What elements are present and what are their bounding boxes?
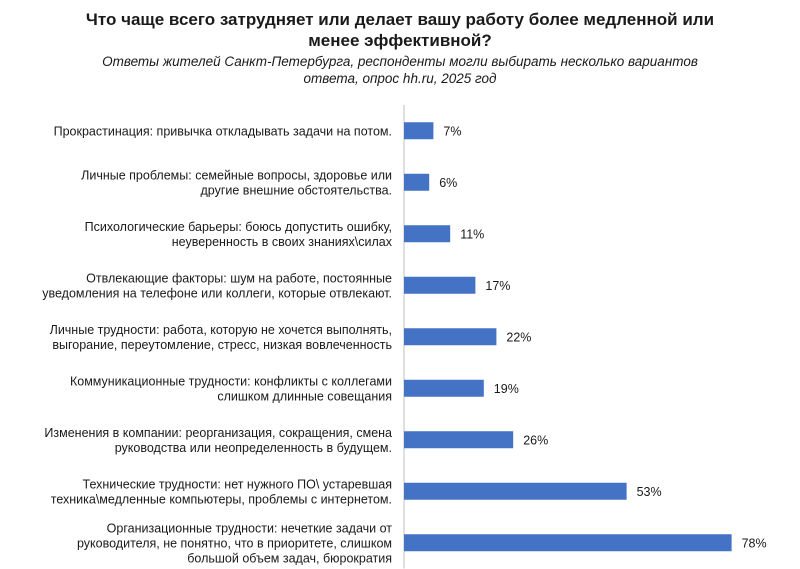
- chart-title-line-2: менее эффективной?: [308, 31, 492, 50]
- category-label-4-line-2: уведомления на телефоне или коллеги, кот…: [42, 286, 392, 300]
- data-label-6: 19%: [494, 382, 519, 396]
- category-label-5-line-1: Личные трудности: работа, которую не хоч…: [50, 323, 392, 337]
- bar-3: [404, 225, 451, 243]
- category-label-4-line-1: Отвлекающие факторы: шум на работе, пост…: [86, 271, 392, 285]
- chart-subtitle-line-2: ответа, опрос hh.ru, 2025 год: [303, 71, 497, 86]
- category-label-9-line-2: руководителя, не понятно, что в приорите…: [77, 536, 392, 550]
- category-label-6-line-1: Коммуникационные трудности: конфликты с …: [70, 374, 392, 388]
- data-label-9: 78%: [742, 536, 767, 550]
- bar-4: [404, 276, 476, 294]
- bar-8: [404, 482, 627, 500]
- category-label-6-line-2: слишком длинные совещания: [217, 389, 392, 403]
- bar-6: [404, 379, 484, 397]
- bar-7: [404, 431, 514, 449]
- category-label-9-line-3: большой объем задач, бюрократия: [187, 551, 392, 565]
- category-label-1-line-1: Прокрастинация: привычка откладывать зад…: [54, 124, 392, 138]
- category-label-8-line-1: Технические трудности: нет нужного ПО\ у…: [83, 477, 392, 491]
- data-label-5: 22%: [506, 330, 531, 344]
- category-label-3-line-1: Психологические барьеры: боюсь допустить…: [85, 220, 392, 234]
- data-label-4: 17%: [485, 279, 510, 293]
- category-label-2-line-1: Личные проблемы: семейные вопросы, здоро…: [81, 168, 392, 182]
- data-label-1: 7%: [443, 124, 461, 138]
- category-label-7-line-2: руководства или неопределенность в будущ…: [115, 441, 392, 455]
- data-label-2: 6%: [439, 176, 457, 190]
- category-label-7-line-1: Изменения в компании: реорганизация, сок…: [44, 426, 392, 440]
- chart-title: Что чаще всего затрудняет или делает ваш…: [0, 9, 800, 51]
- category-label-5-line-2: выгорание, переутомление, стресс, низкая…: [52, 338, 392, 352]
- bar-5: [404, 328, 497, 346]
- chart-subtitle: Ответы жителей Санкт-Петербурга, респонд…: [0, 53, 800, 87]
- category-label-9-line-1: Организационные трудности: нечеткие зада…: [107, 521, 393, 535]
- bar-1: [404, 122, 434, 140]
- data-label-3: 11%: [460, 227, 484, 241]
- chart-title-line-1: Что чаще всего затрудняет или делает ваш…: [85, 10, 715, 29]
- data-label-7: 26%: [523, 433, 548, 447]
- chart-subtitle-line-1: Ответы жителей Санкт-Петербурга, респонд…: [102, 54, 698, 69]
- bar-9: [404, 534, 732, 552]
- data-label-8: 53%: [637, 485, 662, 499]
- category-label-2-line-2: другие внешние обстоятельства.: [200, 183, 392, 197]
- bar-2: [404, 173, 430, 191]
- category-label-8-line-2: техника\медленные компьютеры, проблемы с…: [51, 492, 392, 506]
- category-label-3-line-2: неуверенность в своих знаниях\силах: [172, 235, 393, 249]
